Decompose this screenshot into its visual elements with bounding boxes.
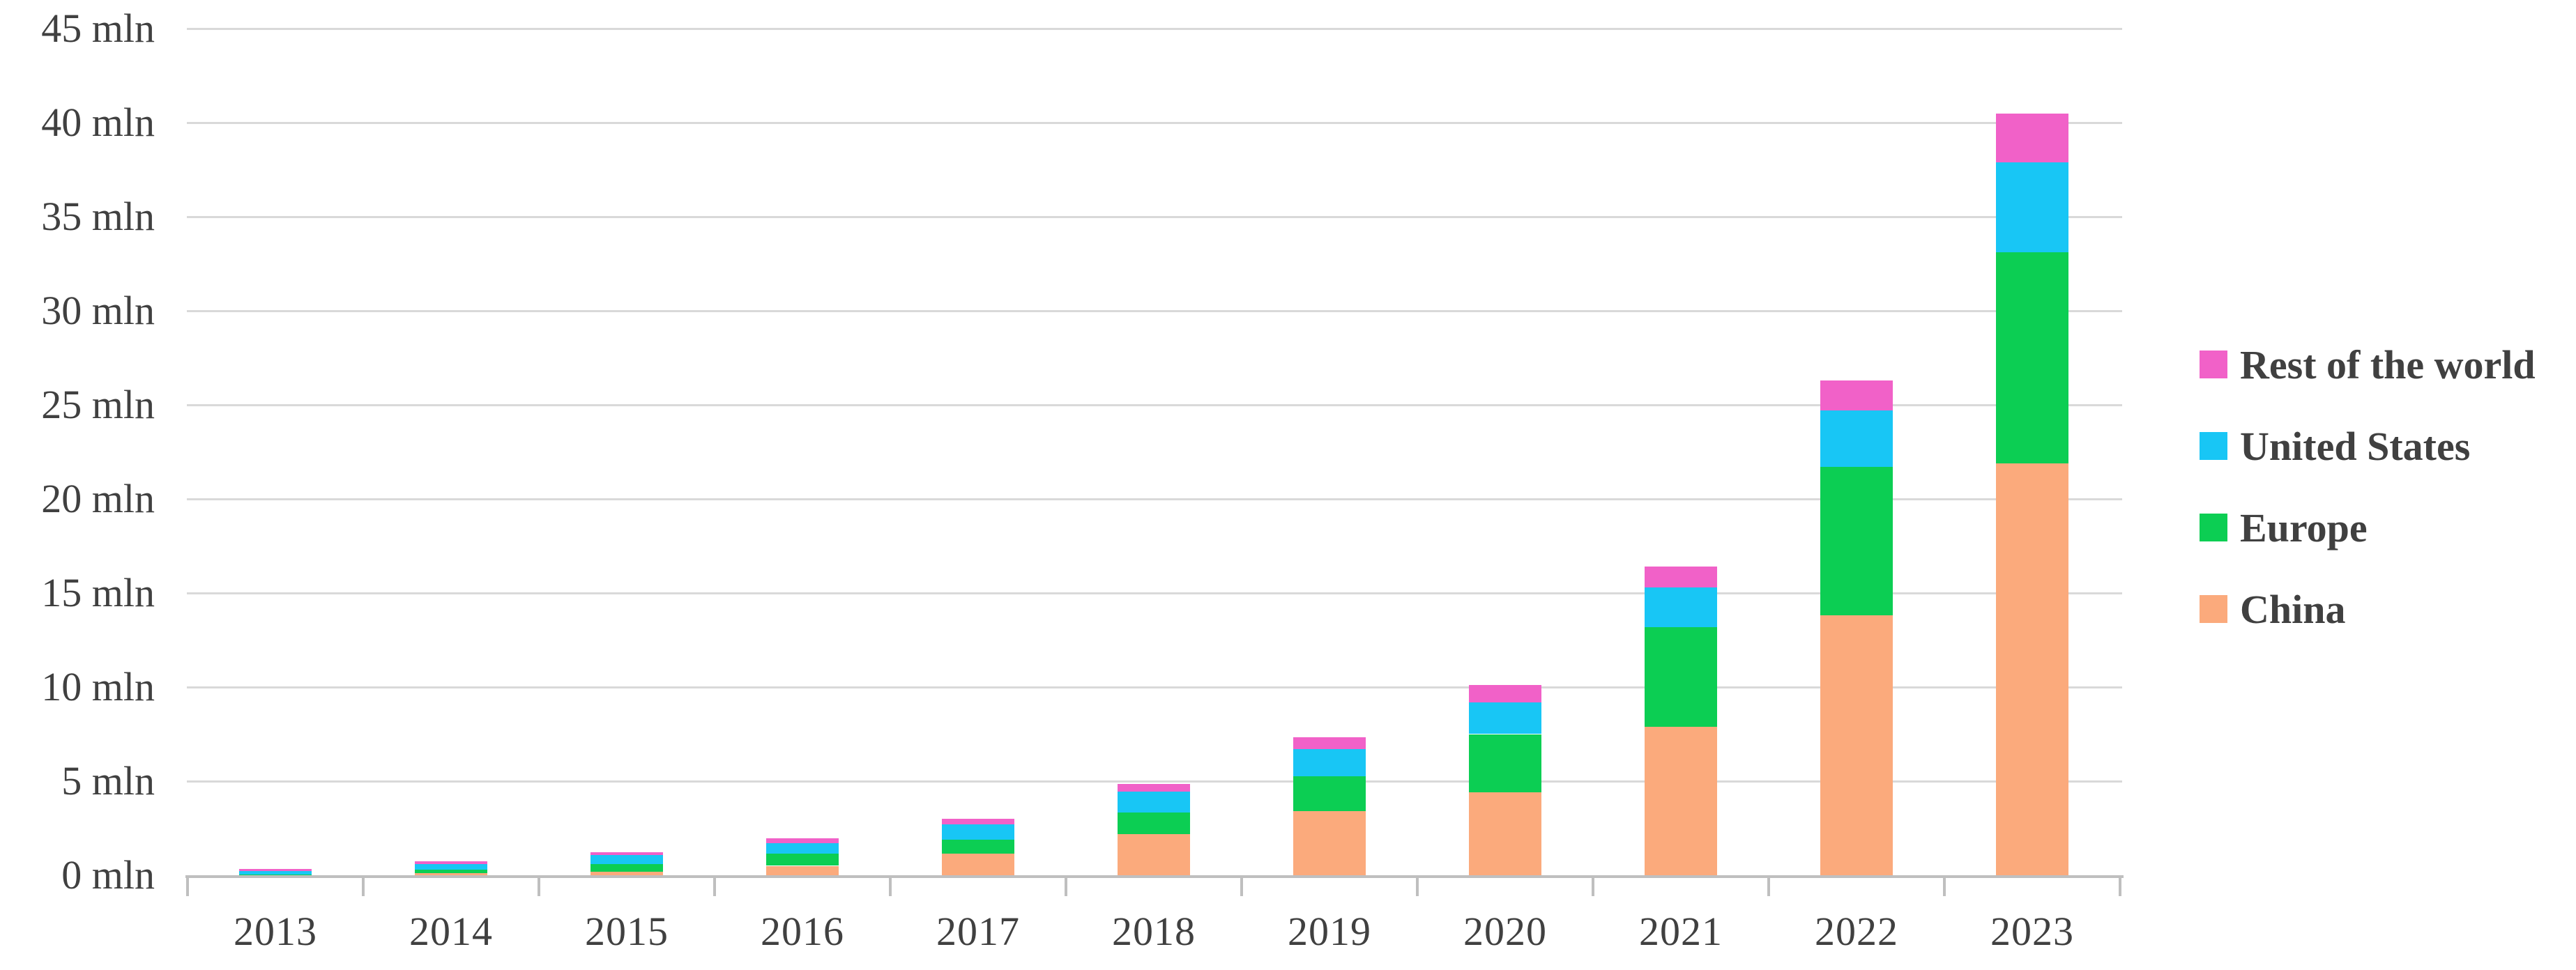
x-axis-year-label: 2019: [1288, 909, 1371, 954]
x-axis-tick: [1767, 875, 1770, 896]
x-axis-year-label: 2016: [761, 909, 844, 954]
gridline-20: [187, 498, 2122, 500]
x-axis-tick: [1943, 875, 1946, 896]
y-axis-tick-label: 15 mln: [41, 570, 155, 615]
x-axis-year-label: 2023: [1990, 909, 2074, 954]
gridline-5: [187, 780, 2122, 783]
bar-segment-united-states-2020: [1469, 702, 1541, 734]
bar-segment-europe-2023: [1996, 252, 2068, 463]
bar-segment-europe-2020: [1469, 734, 1541, 793]
x-axis-tick: [1240, 875, 1243, 896]
y-axis-tick-label: 20 mln: [41, 476, 155, 521]
y-axis-tick-label: 30 mln: [41, 288, 155, 333]
x-axis-year-label: 2021: [1639, 909, 1723, 954]
bar-segment-rest-of-the-world-2014: [415, 861, 487, 864]
legend-label-rest-of-the-world: Rest of the world: [2240, 342, 2536, 387]
x-axis-tick: [2119, 875, 2121, 896]
bar-segment-china-2015: [590, 871, 663, 875]
x-axis-year-label: 2018: [1112, 909, 1196, 954]
x-axis-tick: [362, 875, 365, 896]
y-axis-tick-label: 5 mln: [61, 758, 155, 803]
bar-segment-europe-2017: [942, 839, 1014, 854]
bar-segment-europe-2015: [590, 864, 663, 872]
bar-segment-rest-of-the-world-2020: [1469, 685, 1541, 702]
bar-segment-united-states-2013: [239, 871, 312, 875]
x-axis-tick: [713, 875, 716, 896]
bar-segment-china-2017: [942, 853, 1014, 875]
gridline-10: [187, 686, 2122, 688]
bar-segment-rest-of-the-world-2022: [1820, 380, 1893, 411]
bar-segment-rest-of-the-world-2015: [590, 852, 663, 855]
y-axis-tick-label: 35 mln: [41, 194, 155, 239]
bar-segment-china-2023: [1996, 463, 2068, 875]
x-axis-year-label: 2017: [936, 909, 1020, 954]
legend-label-united-states: United States: [2240, 424, 2471, 469]
x-axis-year-label: 2013: [234, 909, 317, 954]
bar-segment-china-2014: [415, 873, 487, 875]
bar-segment-united-states-2023: [1996, 162, 2068, 253]
gridline-40: [187, 122, 2122, 124]
bar-segment-europe-2018: [1118, 812, 1190, 834]
legend-swatch-rest-of-the-world: [2200, 351, 2227, 378]
bar-segment-rest-of-the-world-2013: [239, 868, 312, 872]
bar-segment-europe-2019: [1293, 776, 1366, 812]
bar-segment-china-2022: [1820, 615, 1893, 875]
bar-segment-rest-of-the-world-2023: [1996, 113, 2068, 162]
bar-segment-united-states-2014: [415, 863, 487, 870]
bar-segment-china-2016: [766, 865, 839, 875]
y-axis-tick-label: 45 mln: [41, 6, 155, 51]
bar-segment-europe-2016: [766, 853, 839, 866]
gridline-25: [187, 404, 2122, 406]
x-axis-year-label: 2020: [1463, 909, 1547, 954]
y-axis-tick-label: 0 mln: [61, 852, 155, 898]
bar-segment-united-states-2015: [590, 854, 663, 865]
x-axis-year-label: 2022: [1815, 909, 1898, 954]
legend-swatch-europe: [2200, 514, 2227, 541]
bar-segment-united-states-2016: [766, 843, 839, 854]
bar-segment-europe-2014: [415, 869, 487, 874]
gridline-30: [187, 310, 2122, 312]
bar-segment-rest-of-the-world-2019: [1293, 737, 1366, 750]
bar-segment-china-2021: [1645, 726, 1717, 875]
x-axis-tick: [1592, 875, 1594, 896]
y-axis-tick-label: 40 mln: [41, 100, 155, 145]
bar-segment-united-states-2018: [1118, 791, 1190, 813]
x-axis-tick: [1065, 875, 1067, 896]
bar-segment-china-2020: [1469, 792, 1541, 875]
x-axis-year-label: 2014: [409, 909, 493, 954]
legend-label-china: China: [2240, 587, 2346, 632]
bar-segment-united-states-2021: [1645, 587, 1717, 627]
gridline-15: [187, 592, 2122, 594]
bar-segment-rest-of-the-world-2018: [1118, 784, 1190, 792]
legend-swatch-united-states: [2200, 432, 2227, 460]
x-axis-tick: [538, 875, 540, 896]
x-axis-tick: [1416, 875, 1419, 896]
y-axis-tick-label: 10 mln: [41, 664, 155, 709]
x-axis-baseline: [185, 875, 2124, 878]
bar-segment-europe-2022: [1820, 467, 1893, 616]
bar-segment-china-2018: [1118, 833, 1190, 875]
gridline-35: [187, 216, 2122, 218]
bar-segment-united-states-2019: [1293, 749, 1366, 777]
bar-segment-united-states-2022: [1820, 410, 1893, 468]
gridline-45: [187, 28, 2122, 30]
legend-label-europe: Europe: [2240, 505, 2368, 551]
bar-segment-rest-of-the-world-2016: [766, 838, 839, 844]
x-axis-tick: [889, 875, 892, 896]
bar-segment-united-states-2017: [942, 824, 1014, 840]
y-axis-tick-label: 25 mln: [41, 382, 155, 427]
bar-segment-china-2019: [1293, 811, 1366, 875]
bar-segment-europe-2021: [1645, 626, 1717, 727]
legend-swatch-china: [2200, 595, 2227, 623]
bar-segment-rest-of-the-world-2017: [942, 819, 1014, 825]
bar-segment-rest-of-the-world-2021: [1645, 567, 1717, 587]
x-axis-tick: [186, 875, 189, 896]
x-axis-year-label: 2015: [585, 909, 669, 954]
